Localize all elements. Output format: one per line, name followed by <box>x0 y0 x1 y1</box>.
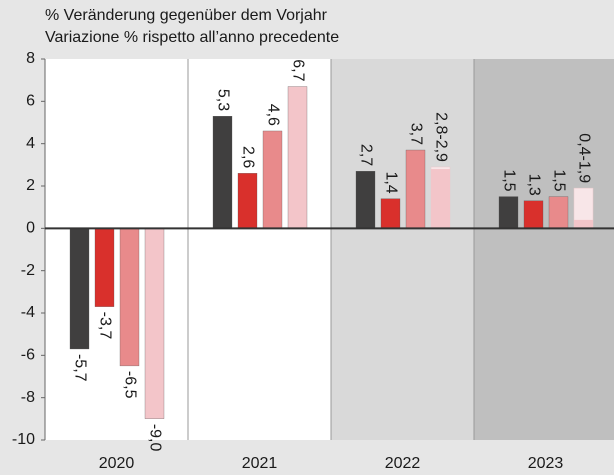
y-tick-label: -4 <box>21 304 35 321</box>
y-tick-label: -6 <box>21 347 35 364</box>
data-label: 4,6 <box>264 104 281 126</box>
chart-title: Variazione % rispetto all’anno precedent… <box>45 29 339 46</box>
chart-title: % Veränderung gegenüber dem Vorjahr <box>45 7 328 24</box>
data-label: 6,7 <box>289 59 306 81</box>
y-tick-label: 0 <box>26 220 35 237</box>
bar <box>574 219 593 229</box>
bar <box>548 196 569 229</box>
y-tick-label: 8 <box>26 50 35 67</box>
panel <box>474 59 614 440</box>
data-label: -3,7 <box>96 312 113 340</box>
bar <box>355 171 376 229</box>
data-label: 1,4 <box>382 171 399 193</box>
data-label: -6,5 <box>121 371 138 399</box>
data-label: 1,5 <box>500 169 517 191</box>
bar <box>287 86 308 229</box>
data-label: 0,4-1,9 <box>575 133 592 183</box>
y-tick-label: -8 <box>21 389 35 406</box>
y-tick-label: 6 <box>26 93 35 110</box>
data-label: 2,7 <box>357 144 374 166</box>
data-label: 2,6 <box>239 146 256 168</box>
data-label: 1,5 <box>550 169 567 191</box>
data-label: -9,0 <box>146 424 163 452</box>
panel <box>188 59 331 440</box>
x-tick-label: 2022 <box>385 455 421 472</box>
data-label: -5,7 <box>71 354 88 382</box>
y-tick-label: 2 <box>26 177 35 194</box>
bar <box>431 169 450 229</box>
bar <box>405 149 426 229</box>
data-label: 5,3 <box>214 89 231 111</box>
data-label: 3,7 <box>407 123 424 145</box>
bar <box>144 228 165 419</box>
x-tick-label: 2020 <box>99 455 135 472</box>
bar <box>119 228 140 367</box>
x-tick-label: 2023 <box>528 455 564 472</box>
bar <box>69 228 90 350</box>
bar <box>380 198 401 229</box>
y-tick-label: 4 <box>26 135 35 152</box>
data-label: 1,3 <box>525 174 542 196</box>
bar <box>237 173 258 229</box>
bar <box>262 130 283 229</box>
panel <box>331 59 474 440</box>
data-label: 2,8-2,9 <box>432 112 449 162</box>
x-tick-label: 2021 <box>242 455 278 472</box>
y-tick-label: -2 <box>21 262 35 279</box>
panel <box>45 59 188 440</box>
bar <box>498 196 519 229</box>
y-tick-label: -10 <box>12 431 35 448</box>
bar <box>523 200 544 229</box>
bar <box>212 116 233 229</box>
bar <box>94 228 115 307</box>
